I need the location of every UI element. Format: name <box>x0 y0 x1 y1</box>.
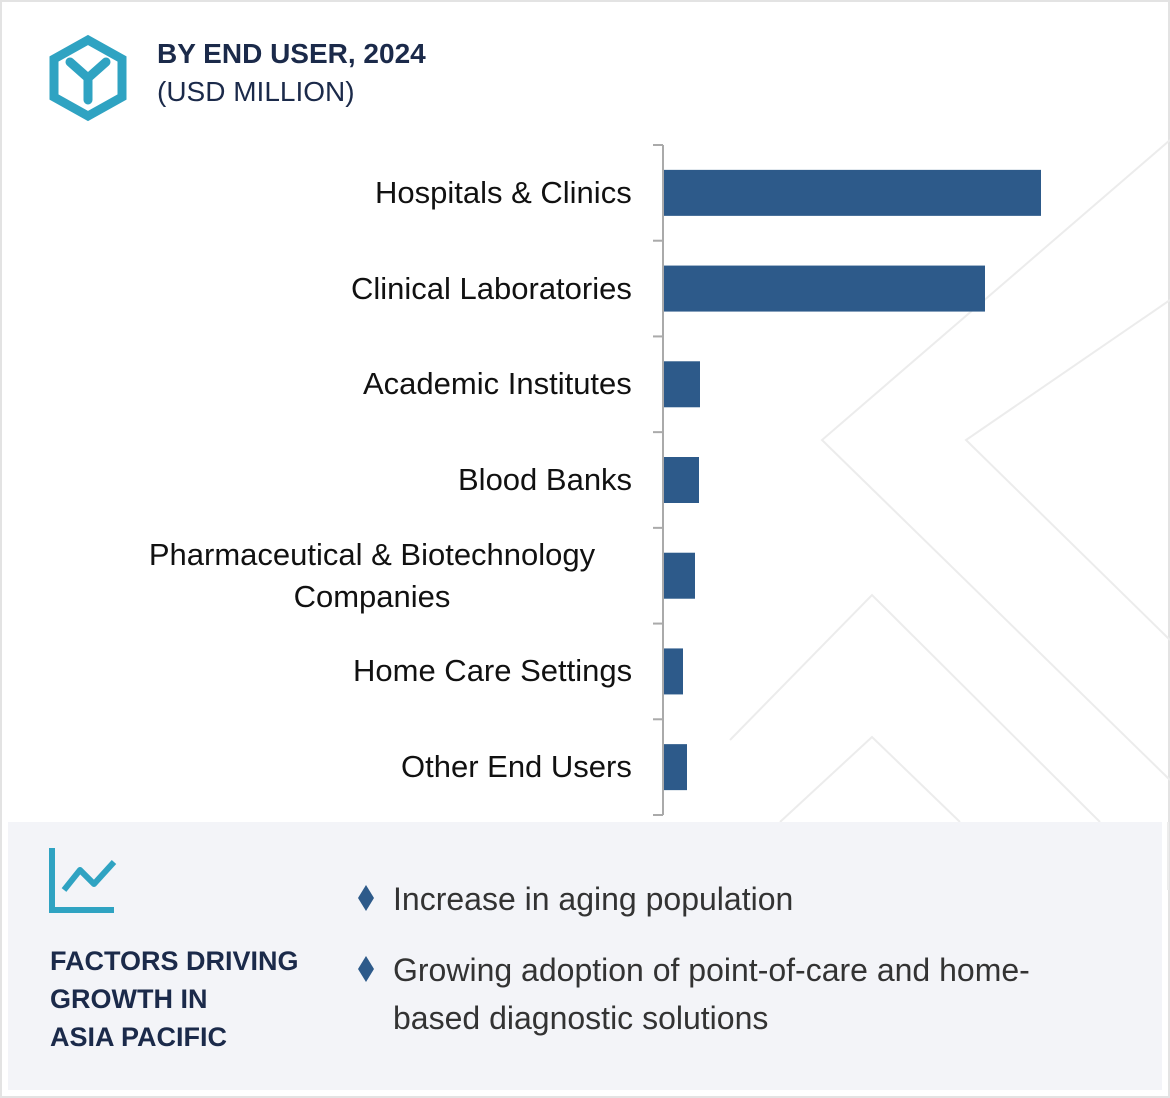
bar <box>664 648 683 695</box>
plot <box>653 144 1041 816</box>
heading-line: FACTORS DRIVING <box>50 946 299 976</box>
bar <box>664 361 700 408</box>
category-label: Pharmaceutical & Biotechnology Companies <box>148 536 596 614</box>
factor-item: Growing adoption of point-of-care and ho… <box>393 952 1030 1036</box>
bar <box>664 169 1041 216</box>
growth-icon <box>49 848 117 913</box>
factors-heading: FACTORS DRIVING GROWTH IN ASIA PACIFIC <box>50 942 299 1056</box>
factors-panel <box>8 822 1162 1090</box>
chart-subtitle: (USD MILLION) <box>157 76 355 107</box>
bullet <box>358 885 374 911</box>
category-label: Home Care Settings <box>353 653 633 689</box>
bar <box>664 457 699 503</box>
factor-item: Increase in aging population <box>393 881 794 917</box>
category-label: Hospitals & Clinics <box>375 174 632 210</box>
bar <box>664 552 695 599</box>
category-label: Academic Institutes <box>363 366 632 402</box>
bar <box>664 265 985 312</box>
logo-icon <box>49 34 127 122</box>
heading-line: GROWTH IN <box>50 984 208 1014</box>
chart-title: BY END USER, 2024 <box>157 38 426 69</box>
category-label: Other End Users <box>401 749 632 785</box>
bullet <box>358 956 374 982</box>
category-label: Clinical Laboratories <box>351 270 632 306</box>
heading-line: ASIA PACIFIC <box>50 1022 228 1052</box>
category-label: Blood Banks <box>458 462 633 497</box>
bar <box>664 744 687 791</box>
